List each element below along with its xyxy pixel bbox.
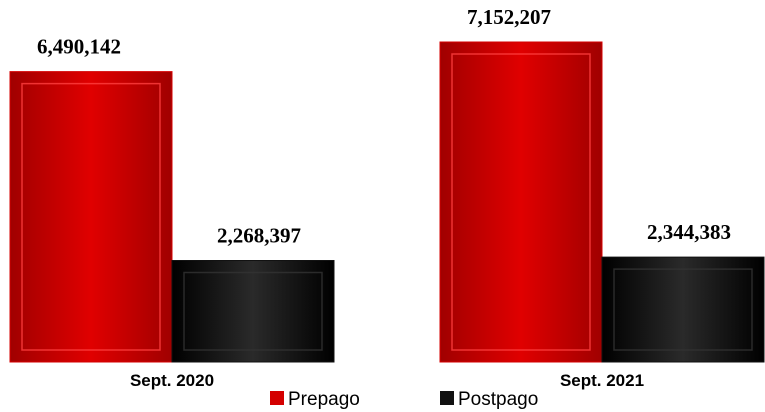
value-label: 6,490,142 xyxy=(37,35,121,59)
bar-bevel xyxy=(613,268,753,351)
bar-bevel xyxy=(183,271,323,351)
bar-bevel xyxy=(451,53,591,351)
legend-label: Prepago xyxy=(288,389,360,410)
bar xyxy=(9,71,173,363)
bar xyxy=(601,256,765,363)
category-label: Sept. 2020 xyxy=(130,371,214,390)
category-label: Sept. 2021 xyxy=(560,371,644,390)
value-label: 7,152,207 xyxy=(467,5,551,29)
value-label: 2,268,397 xyxy=(217,224,301,248)
legend-swatch xyxy=(440,391,454,405)
legend-label: Postpago xyxy=(458,389,538,410)
bar xyxy=(439,41,603,363)
legend-swatch xyxy=(270,391,284,405)
bar-bevel xyxy=(21,82,161,351)
value-label: 2,344,383 xyxy=(647,220,731,244)
bar xyxy=(171,260,335,363)
